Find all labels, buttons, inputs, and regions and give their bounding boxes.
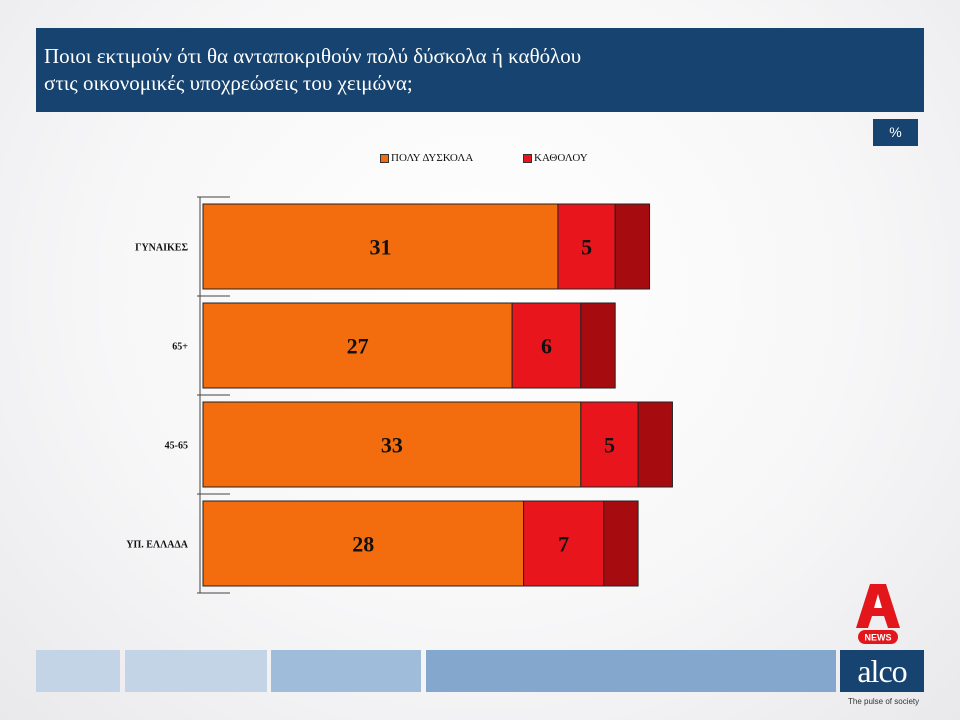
bar-segment bbox=[202, 401, 582, 488]
title-line-1: Ποιοι εκτιμούν ότι θα ανταποκριθούν πολύ… bbox=[44, 44, 582, 68]
data-label: 5 bbox=[581, 235, 592, 260]
bar-segment bbox=[202, 203, 559, 290]
bar-segment bbox=[637, 401, 673, 488]
footer-block-3 bbox=[271, 650, 421, 692]
footer-block-2 bbox=[125, 650, 267, 692]
news-badge-bg bbox=[858, 630, 898, 644]
bar-segment bbox=[603, 500, 639, 587]
header-banner: Ποιοι εκτιμούν ότι θα ανταποκριθούν πολύ… bbox=[36, 28, 924, 112]
legend-swatch bbox=[380, 154, 389, 163]
data-label: 7 bbox=[558, 532, 569, 557]
footer-block-1 bbox=[36, 650, 120, 692]
news-badge-text: NEWS bbox=[865, 633, 892, 643]
data-label: 5 bbox=[604, 433, 615, 458]
alco-logo-text: alco bbox=[857, 653, 907, 689]
data-label: 27 bbox=[347, 334, 369, 359]
unit-badge: % bbox=[873, 119, 918, 146]
title-line-2: στις οικονομικές υποχρεώσεις του χειμώνα… bbox=[44, 71, 413, 95]
category-label: ΥΠ. ΕΛΛΑΔΑ bbox=[126, 540, 188, 551]
alpha-news-logo: NEWS bbox=[856, 584, 900, 644]
bar-segment bbox=[580, 401, 639, 488]
bar-segment bbox=[202, 500, 525, 587]
bar-segment bbox=[202, 302, 513, 389]
data-label: 33 bbox=[381, 433, 403, 458]
bar-segment bbox=[580, 302, 616, 389]
category-label: 65+ bbox=[172, 342, 188, 353]
alpha-logo-cutout bbox=[874, 594, 882, 608]
alco-tagline: The pulse of society bbox=[848, 697, 920, 706]
bar-segment bbox=[511, 302, 582, 389]
data-label: 6 bbox=[541, 334, 552, 359]
footer-block-4 bbox=[426, 650, 836, 692]
data-label: 31 bbox=[369, 235, 391, 260]
category-label: 45-65 bbox=[165, 441, 188, 452]
legend-swatch bbox=[523, 154, 532, 163]
bar-segment bbox=[557, 203, 616, 290]
category-label: ΓΥΝΑΙΚΕΣ bbox=[135, 243, 188, 254]
alco-logo: alco bbox=[840, 650, 924, 692]
data-label: 28 bbox=[352, 532, 374, 557]
legend-label: ΠΟΛΥ ΔΥΣΚΟΛΑ bbox=[391, 152, 474, 164]
bar-segment bbox=[614, 203, 651, 290]
legend-label: ΚΑΘΟΛΟΥ bbox=[534, 152, 588, 164]
